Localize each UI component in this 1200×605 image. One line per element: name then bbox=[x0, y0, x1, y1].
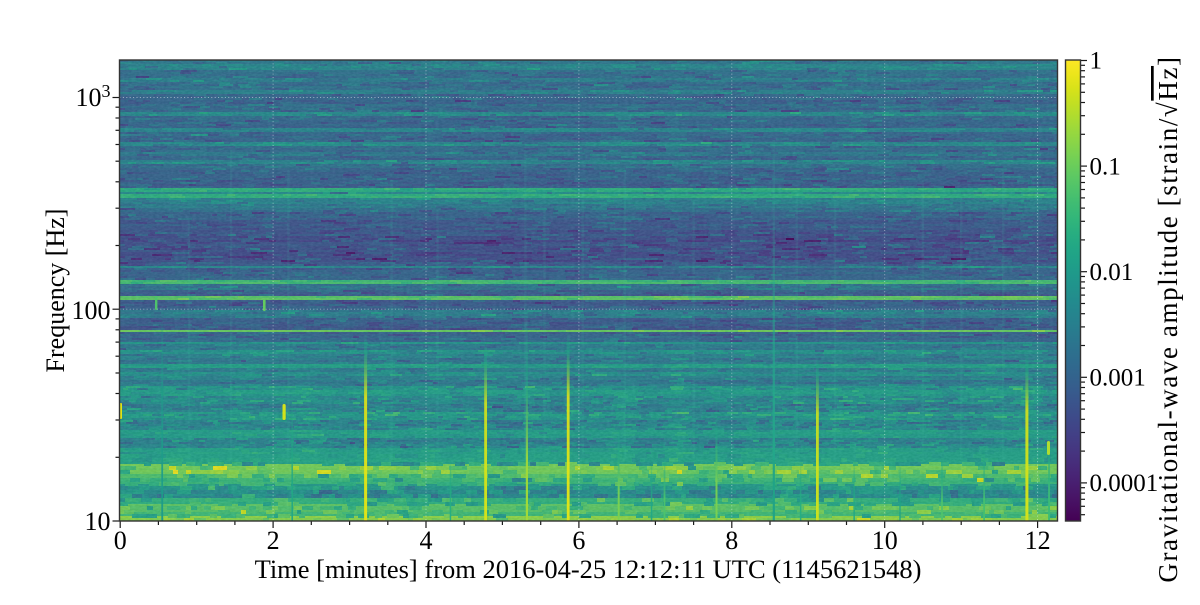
svg-text:12: 12 bbox=[1025, 526, 1051, 555]
svg-text:6: 6 bbox=[572, 526, 585, 555]
svg-text:0.001: 0.001 bbox=[1090, 365, 1146, 392]
svg-text:Time [minutes] from 2016-04-25: Time [minutes] from 2016-04-25 12:12:11 … bbox=[255, 554, 922, 584]
svg-text:0.1: 0.1 bbox=[1090, 154, 1121, 181]
svg-text:0.0001: 0.0001 bbox=[1090, 470, 1159, 497]
svg-text:Gravitational-wave amplitude [: Gravitational-wave amplitude [strain/√Hz… bbox=[1153, 55, 1183, 582]
svg-text:Frequency [Hz]: Frequency [Hz] bbox=[41, 209, 70, 373]
svg-text:1: 1 bbox=[1090, 48, 1103, 75]
svg-text:10: 10 bbox=[85, 507, 111, 536]
svg-text:10: 10 bbox=[872, 526, 898, 555]
svg-text:100: 100 bbox=[72, 296, 111, 325]
svg-text:0.01: 0.01 bbox=[1090, 259, 1134, 286]
svg-text:2: 2 bbox=[267, 526, 280, 555]
svg-text:8: 8 bbox=[725, 526, 738, 555]
svg-text:4: 4 bbox=[420, 526, 433, 555]
svg-text:0: 0 bbox=[114, 526, 127, 555]
